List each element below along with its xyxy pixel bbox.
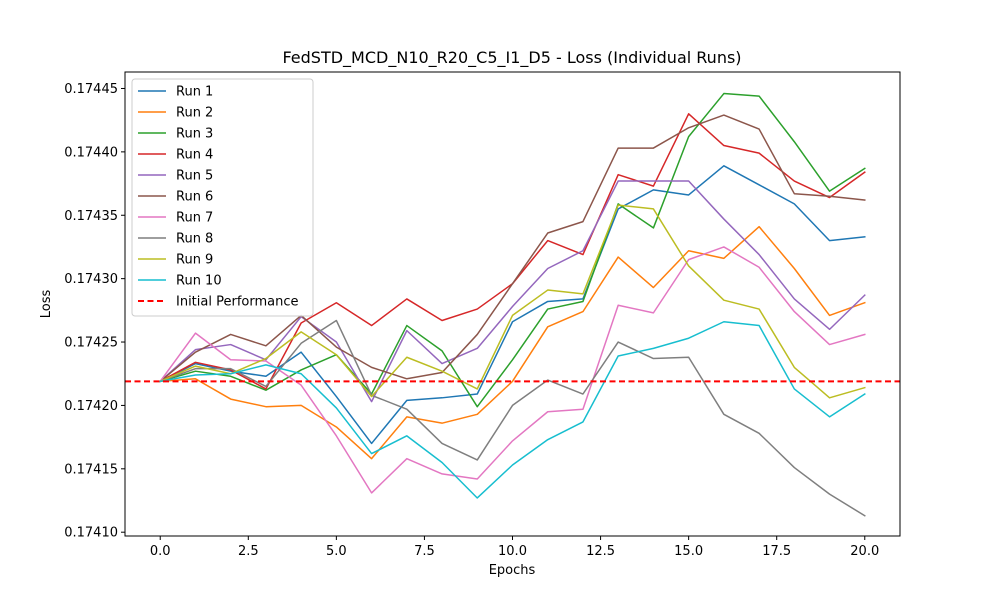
- x-tick-label: 20.0: [850, 544, 879, 559]
- y-tick-label: 0.17435: [64, 209, 118, 224]
- x-tick-label: 10.0: [498, 544, 527, 559]
- y-tick-label: 0.17425: [64, 336, 118, 351]
- legend-label: Run 10: [176, 274, 222, 289]
- legend-label: Initial Performance: [176, 295, 298, 310]
- legend-label: Run 3: [176, 127, 213, 142]
- legend-label: Run 2: [176, 106, 213, 121]
- x-tick-label: 7.5: [414, 544, 435, 559]
- y-tick-label: 0.17410: [64, 526, 118, 541]
- y-axis: 0.17410 0.17415 0.17420 0.17425 0.17430 0.174…: [64, 82, 125, 541]
- series-line-run-10: [159, 321, 866, 499]
- legend-label: Run 9: [176, 253, 213, 268]
- x-tick-label: 17.5: [762, 544, 791, 559]
- plot-content: [125, 92, 900, 517]
- legend-label: Run 4: [176, 148, 213, 163]
- series-line-run-5: [159, 180, 866, 403]
- y-tick-label: 0.17415: [64, 462, 118, 477]
- legend-label: Run 7: [176, 211, 213, 226]
- x-tick-label: 0.0: [150, 544, 171, 559]
- legend-box: [131, 78, 314, 317]
- x-tick-label: 12.5: [586, 544, 615, 559]
- x-tick-label: 2.5: [238, 544, 259, 559]
- series-line-run-6: [159, 114, 866, 383]
- series-line-run-2: [159, 225, 866, 460]
- x-tick-label: 15.0: [674, 544, 703, 559]
- series-line-run-7: [159, 246, 866, 494]
- y-tick-label: 0.17430: [64, 272, 118, 287]
- legend-label: Run 6: [176, 190, 213, 205]
- y-tick-label: 0.17445: [64, 82, 118, 97]
- x-axis-label: Epochs: [489, 563, 536, 578]
- y-axis-label: Loss: [39, 290, 54, 319]
- legend-label: Run 5: [176, 169, 213, 184]
- legend-label: Run 8: [176, 232, 213, 247]
- chart-title: FedSTD_MCD_N10_R20_C5_I1_D5 - Loss (Indi…: [282, 48, 741, 68]
- legend: Run 1 Run 2 Run 3 Run 4 Run 5 Run 6 Run 7 Run 8…: [131, 78, 314, 317]
- series-line-run-3: [159, 92, 866, 408]
- x-axis: 0.0 2.5 5.0 7.5 10.0 12.5 15.0 17.5 20.0: [150, 536, 879, 559]
- y-tick-label: 0.17420: [64, 399, 118, 414]
- series-line-run-9: [159, 204, 866, 399]
- series-line-run-8: [159, 319, 866, 517]
- y-tick-label: 0.17440: [64, 145, 118, 160]
- x-tick-label: 5.0: [326, 544, 347, 559]
- legend-label: Run 1: [176, 85, 213, 100]
